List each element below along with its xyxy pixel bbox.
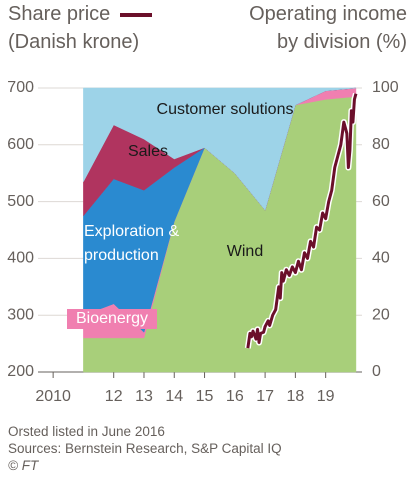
y2-tick-label: 100: [372, 79, 399, 96]
y2-tick-label: 0: [372, 363, 381, 380]
x-tick-label: 14: [165, 388, 183, 405]
x-tick-label: 19: [317, 388, 335, 405]
area-label: Exploration & production: [84, 223, 180, 264]
area-label: Bioenergy: [67, 309, 157, 329]
y-axis-title: Share price (Danish krone): [8, 0, 152, 56]
y-tick-label: 300: [7, 306, 34, 323]
y-tick-label: 700: [7, 79, 34, 96]
y2-tick-label: 80: [372, 136, 390, 153]
x-tick-label: 2010: [35, 388, 71, 405]
source: Sources: Bernstein Research, S&P Capital…: [8, 441, 282, 456]
y-tick-label: 200: [7, 363, 34, 380]
x-tick-label: 16: [226, 388, 244, 405]
y2-tick-label: 60: [372, 193, 390, 210]
line: [246, 93, 358, 349]
y2-axis-title: Operating income by division (%): [249, 3, 407, 53]
area-label: Wind: [226, 243, 264, 260]
area-label: Sales: [127, 143, 169, 160]
x-tick-label: 17: [256, 388, 274, 405]
area-label: Customer solutions: [156, 101, 294, 118]
x-tick-label: 18: [286, 388, 304, 405]
credit: © FT: [8, 458, 39, 473]
y-tick-label: 500: [7, 193, 34, 210]
y2-tick-label: 40: [372, 250, 390, 267]
y-axis-label: (Danish krone): [8, 31, 140, 53]
y-tick-label: 600: [7, 136, 34, 153]
x-tick-label: 12: [105, 388, 123, 405]
x-tick-label: 13: [135, 388, 153, 405]
legend-label: Share price: [8, 3, 111, 25]
legend-swatch: [119, 12, 152, 17]
y2-tick-label: 20: [372, 306, 390, 323]
x-tick-label: 15: [196, 388, 214, 405]
y-tick-label: 400: [7, 250, 34, 267]
area: [83, 87, 356, 211]
note: Orsted listed in June 2016: [8, 424, 165, 439]
